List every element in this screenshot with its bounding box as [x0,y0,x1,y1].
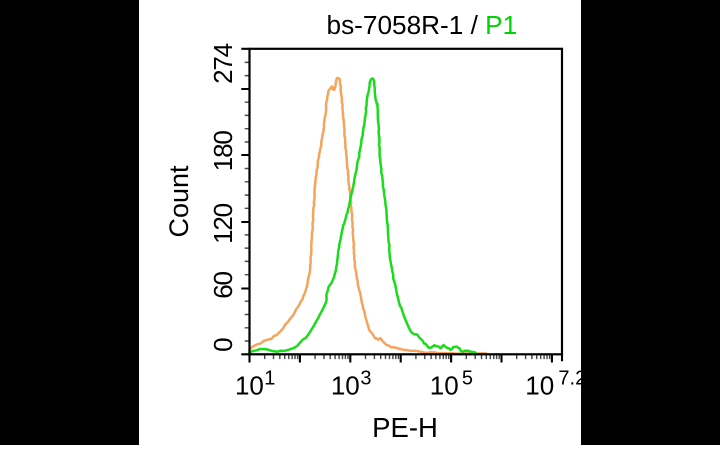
svg-text:3: 3 [360,368,371,390]
svg-text:274: 274 [208,43,238,84]
svg-text:5: 5 [462,368,473,390]
svg-text:60: 60 [208,272,238,299]
svg-text:1: 1 [264,368,275,390]
svg-text:PE-H: PE-H [372,412,438,443]
svg-text:7.2: 7.2 [558,368,586,390]
svg-text:10: 10 [235,371,264,401]
svg-text:10: 10 [331,371,360,401]
svg-text:Count: Count [164,165,194,238]
svg-text:120: 120 [208,203,238,244]
svg-text:0: 0 [208,338,238,352]
svg-text:10: 10 [525,371,554,401]
svg-text:bs-7058R-1 / P1: bs-7058R-1 / P1 [327,10,518,40]
svg-text:10: 10 [430,371,459,401]
svg-text:180: 180 [208,131,238,172]
